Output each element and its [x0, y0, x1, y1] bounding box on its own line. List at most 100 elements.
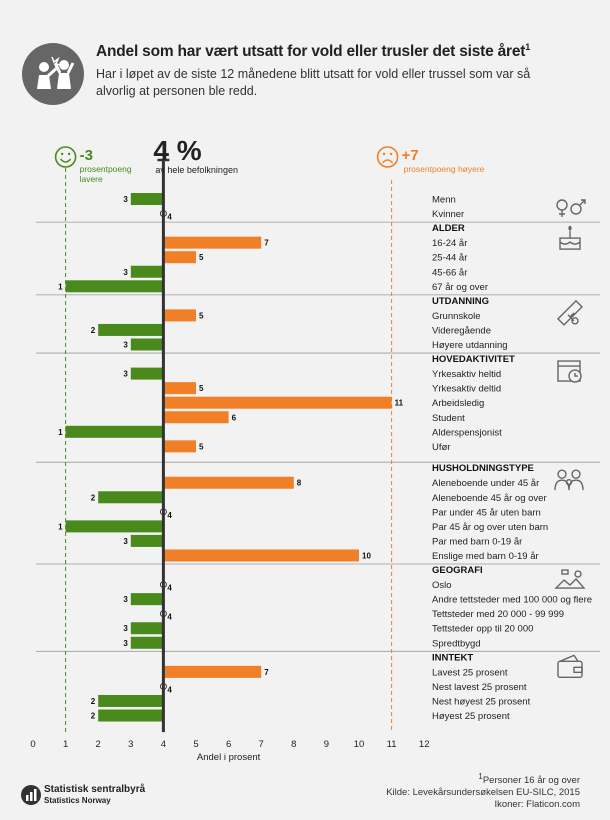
- data-label: 2: [91, 326, 96, 335]
- bar-below-average: [98, 491, 164, 504]
- bar-below-average: [130, 593, 164, 606]
- group-heading: GEOGRAFI: [432, 565, 483, 576]
- bar-above-average: [163, 396, 392, 409]
- calendar-clock-icon: [557, 360, 582, 383]
- category-label: 67 år og over: [432, 282, 488, 293]
- data-label: 8: [297, 479, 302, 488]
- category-label: Tettsteder med 20 000 - 99 999: [432, 609, 564, 620]
- family-icon: [554, 469, 584, 491]
- bar-above-average: [163, 549, 359, 562]
- category-label: Arbeidsledig: [432, 398, 484, 409]
- category-label: Yrkesaktiv heltid: [432, 369, 501, 380]
- data-label: 3: [123, 341, 128, 350]
- bar-below-average: [130, 636, 164, 649]
- data-label: 7: [264, 239, 269, 248]
- category-label: Spredtbygd: [432, 638, 481, 649]
- group-heading: UTDANNING: [432, 296, 489, 307]
- x-axis-label: Andel i prosent: [197, 752, 261, 763]
- data-label: 3: [123, 370, 128, 379]
- data-label: 3: [123, 624, 128, 633]
- x-tick-label: 6: [226, 739, 231, 750]
- average-label: av hele befolkningen: [155, 165, 238, 175]
- bar-below-average: [65, 425, 164, 438]
- category-label: 16-24 år: [432, 238, 467, 249]
- bar-below-average: [130, 367, 164, 380]
- high-value: +7: [402, 147, 419, 164]
- category-label: Aleneboende under 45 år: [432, 478, 539, 489]
- data-label: 2: [91, 493, 96, 502]
- category-label: Yrkesaktiv deltid: [432, 384, 501, 395]
- group-heading: ALDER: [432, 223, 465, 234]
- low-label: prosentpoeng: [80, 164, 132, 174]
- data-label: 3: [123, 195, 128, 204]
- average-value: 4 %: [153, 135, 201, 166]
- chart-subtitle: Har i løpet av de siste 12 månedene blit…: [96, 67, 531, 98]
- x-tick-label: 12: [419, 739, 430, 750]
- category-label: Videregående: [432, 325, 491, 336]
- violence-icon: [22, 43, 84, 105]
- data-label: 5: [199, 384, 204, 393]
- x-tick-label: 1: [63, 739, 68, 750]
- x-tick-label: 8: [291, 739, 296, 750]
- high-label: prosentpoeng høyere: [404, 164, 485, 174]
- data-label: 4: [167, 584, 172, 593]
- data-label: 3: [123, 639, 128, 648]
- bar-below-average: [65, 520, 164, 533]
- x-tick-label: 7: [259, 739, 264, 750]
- data-label: 7: [264, 668, 269, 677]
- ssb-name: Statistisk sentralbyrå Statistics Norway: [44, 784, 146, 805]
- data-label: 1: [58, 282, 63, 291]
- footnotes: 1Personer 16 år og over Kilde: Levekårsu…: [386, 771, 580, 811]
- data-label: 1: [58, 522, 63, 531]
- category-label: Enslige med barn 0-19 år: [432, 551, 539, 562]
- category-label: Lavest 25 prosent: [432, 667, 508, 678]
- category-label: 25-44 år: [432, 253, 467, 264]
- bar-above-average: [163, 382, 196, 395]
- chart-title: Andel som har vært utsatt for vold eller…: [96, 42, 531, 61]
- data-label: 6: [232, 413, 237, 422]
- category-label: Oslo: [432, 580, 452, 591]
- group-heading: HOVEDAKTIVITET: [432, 354, 515, 365]
- category-label: Nest høyest 25 prosent: [432, 696, 531, 707]
- category-label: Andre tettsteder med 100 000 og flere: [432, 595, 592, 606]
- category-label: Aleneboende 45 år og over: [432, 493, 547, 504]
- bar-below-average: [130, 534, 164, 547]
- ssb-logo-icon: [20, 784, 42, 811]
- data-label: 2: [91, 697, 96, 706]
- data-label: 4: [167, 613, 172, 622]
- bar-above-average: [163, 411, 229, 424]
- low-value: -3: [80, 147, 93, 164]
- x-tick-label: 3: [128, 739, 133, 750]
- category-label: Student: [432, 413, 465, 424]
- data-label: 10: [362, 551, 371, 560]
- footnote-population: 1Personer 16 år og over: [478, 772, 580, 787]
- data-label: 4: [167, 511, 172, 520]
- footnote-source: Kilde: Levekårsundersøkelsen EU-SILC, 20…: [386, 787, 580, 799]
- bar-below-average: [98, 694, 164, 707]
- data-label: 3: [123, 537, 128, 546]
- category-label: Menn: [432, 195, 456, 206]
- category-label: Par under 45 år uten barn: [432, 507, 541, 518]
- category-label: Høyere utdanning: [432, 340, 508, 351]
- footnote-icons: Ikoner: Flaticon.com: [494, 799, 580, 811]
- x-tick-label: 0: [30, 739, 35, 750]
- data-label: 4: [167, 213, 172, 222]
- data-label: 3: [123, 595, 128, 604]
- smiley-happy-icon: [54, 146, 77, 168]
- bar-below-average: [130, 338, 164, 351]
- data-label: 2: [91, 712, 96, 721]
- bar-below-average: [98, 323, 164, 336]
- gender-icon: [556, 199, 586, 217]
- category-label: Par med barn 0-19 år: [432, 536, 522, 547]
- x-tick-label: 2: [96, 739, 101, 750]
- category-label: Ufør: [432, 442, 450, 453]
- bar-above-average: [163, 251, 196, 264]
- x-tick-label: 10: [354, 739, 365, 750]
- data-label: 5: [199, 311, 204, 320]
- data-label: 5: [199, 253, 204, 262]
- data-label: 5: [199, 442, 204, 451]
- group-heading: HUSHOLDNINGSTYPE: [432, 463, 534, 474]
- bar-below-average: [130, 622, 164, 635]
- data-label: 3: [123, 268, 128, 277]
